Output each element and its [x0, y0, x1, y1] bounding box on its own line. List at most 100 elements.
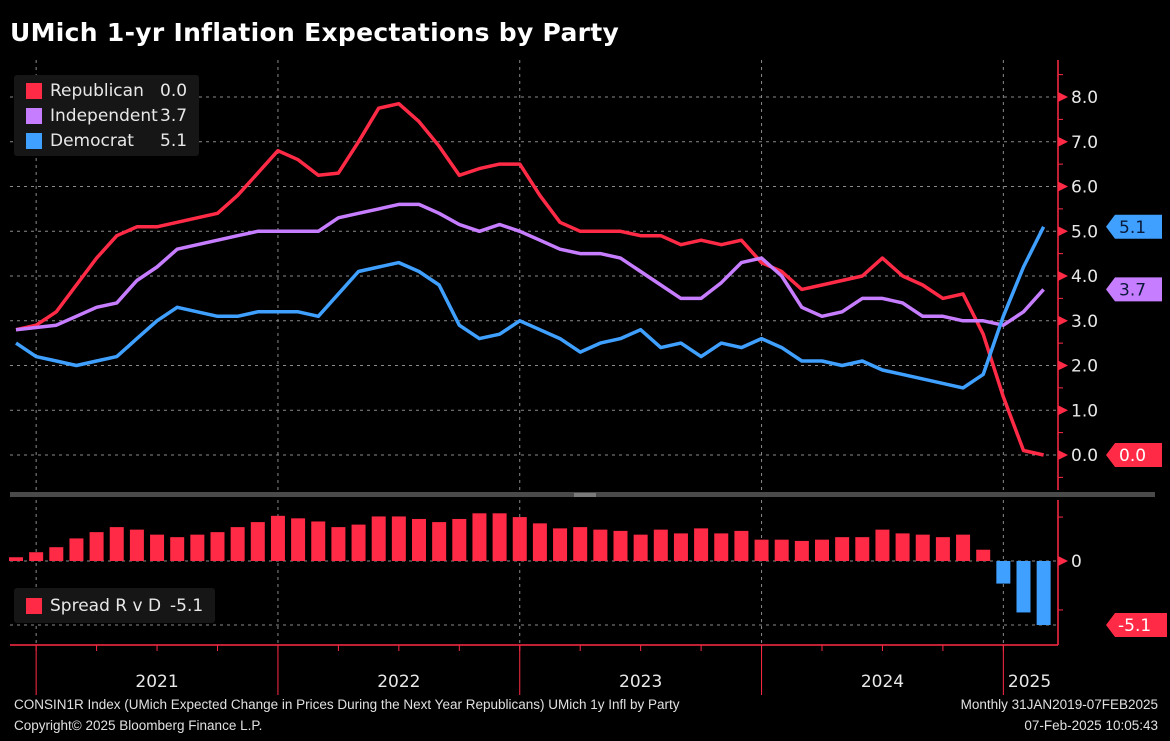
spread-bar [653, 529, 668, 561]
spread-bar [69, 538, 84, 561]
spread-bar [1016, 561, 1031, 613]
last-value-tag-spread [1106, 613, 1167, 638]
last-value-tag-republican [1106, 443, 1162, 467]
last-value-tag-democrat [1106, 214, 1162, 239]
legend-value: -5.1 [170, 595, 204, 616]
y-tick-label: 2.0 [1071, 357, 1098, 377]
spread-bar [875, 529, 890, 561]
spread-bar [613, 530, 628, 561]
legend-swatch-spread [26, 597, 42, 614]
y-tick-label: 4.0 [1071, 267, 1098, 287]
last-value-label-republican: 0.0 [1119, 446, 1146, 466]
legend-item-republican[interactable]: Republican 0.0 [26, 78, 187, 103]
spread-bar [673, 533, 688, 561]
legend-label: Republican [50, 80, 144, 101]
y-tick-label: 0.0 [1071, 446, 1098, 466]
y-tick-label: 8.0 [1071, 88, 1098, 108]
legend-value: 0.0 [160, 80, 188, 101]
legend-swatch-independent [26, 107, 42, 124]
spread-bar [150, 534, 165, 561]
legend-swatch-democrat [26, 132, 42, 149]
legend: Republican 0.0 Independent 3.7 Democrat … [14, 75, 200, 156]
spread-bar [855, 537, 870, 561]
spread-legend: Spread R v D -5.1 [14, 588, 216, 623]
y-tick-label: 1.0 [1071, 401, 1098, 421]
spread-bar [714, 533, 729, 561]
y-tick-label: 7.0 [1071, 133, 1098, 153]
spread-bar [492, 513, 507, 561]
series-line-independent [15, 202, 1045, 332]
last-value-label-democrat: 5.1 [1119, 218, 1146, 238]
spread-bar [633, 534, 648, 561]
spread-bar [129, 529, 144, 561]
spread-bar [29, 552, 44, 561]
spread-bar [9, 557, 23, 561]
y-tick-marker [1058, 360, 1068, 371]
spread-bar [371, 516, 386, 561]
spread-bar [532, 523, 547, 561]
spread-bar [109, 527, 124, 561]
spread-bar [351, 524, 366, 561]
spread-bar [996, 561, 1011, 584]
x-tick-label: 2022 [377, 672, 420, 692]
spread-bar [331, 527, 346, 561]
spread-bar [170, 537, 185, 561]
y-tick-marker [1058, 226, 1068, 237]
last-value-label-independent: 3.7 [1119, 280, 1146, 300]
legend-item-independent[interactable]: Independent 3.7 [26, 103, 187, 128]
spread-bar [230, 527, 245, 561]
spread-bar [391, 516, 406, 561]
spread-bar [915, 534, 930, 561]
spread-bar [291, 518, 306, 561]
spread-bar [895, 533, 910, 561]
spread-bar [935, 537, 950, 561]
x-tick-label: 2023 [619, 672, 662, 692]
spread-bar [956, 534, 971, 561]
spread-bar [774, 539, 789, 561]
spread-bar [815, 539, 829, 561]
last-value-tag-independent [1106, 277, 1162, 302]
y-tick-marker [1058, 92, 1068, 102]
chart-title: UMich 1-yr Inflation Expectations by Par… [10, 18, 620, 47]
series-line-democrat [15, 226, 1046, 390]
spread-bar [835, 537, 850, 561]
spread-bar [472, 513, 487, 561]
spread-bar [976, 549, 991, 561]
spread-bar [512, 517, 527, 561]
y-tick-marker [1058, 136, 1068, 147]
legend-label: Democrat [50, 130, 134, 151]
legend-item-democrat[interactable]: Democrat 5.1 [26, 128, 187, 153]
legend-value: 5.1 [160, 130, 188, 151]
footer-copyright: Copyright© 2025 Bloomberg Finance L.P. [14, 718, 263, 733]
spread-bar [734, 530, 749, 561]
legend-swatch-republican [26, 82, 42, 99]
y-tick-marker [1058, 405, 1068, 416]
spread-bar [573, 527, 588, 561]
y-tick-label: 3.0 [1071, 312, 1098, 332]
last-value-label-spread: -5.1 [1118, 616, 1151, 636]
y-tick-label: 6.0 [1071, 178, 1098, 198]
spread-bar [1036, 561, 1051, 626]
spread-bar [311, 521, 326, 561]
spread-bar [89, 532, 104, 561]
legend-item-spread[interactable]: Spread R v D -5.1 [26, 593, 203, 618]
spread-bar [49, 547, 64, 561]
series-line-republican [15, 101, 1044, 457]
y-tick-marker [1058, 556, 1068, 566]
y-tick-label: 0 [1071, 552, 1082, 572]
footer-source: CONSIN1R Index (UMich Expected Change in… [14, 697, 680, 712]
spread-bar [432, 522, 447, 561]
y-tick-label: 5.0 [1071, 222, 1098, 242]
spread-bar [593, 529, 608, 561]
y-tick-marker [1058, 450, 1068, 460]
x-tick-label: 2021 [135, 672, 178, 692]
y-tick-marker [1058, 315, 1068, 326]
spread-bar [452, 518, 467, 561]
x-tick-label: 2025 [1008, 672, 1051, 692]
spread-bar [412, 518, 426, 561]
x-tick-label: 2024 [861, 672, 904, 692]
y-tick-marker [1058, 271, 1068, 281]
y-tick-marker [1058, 181, 1068, 192]
legend-label: Spread R v D [50, 595, 162, 616]
